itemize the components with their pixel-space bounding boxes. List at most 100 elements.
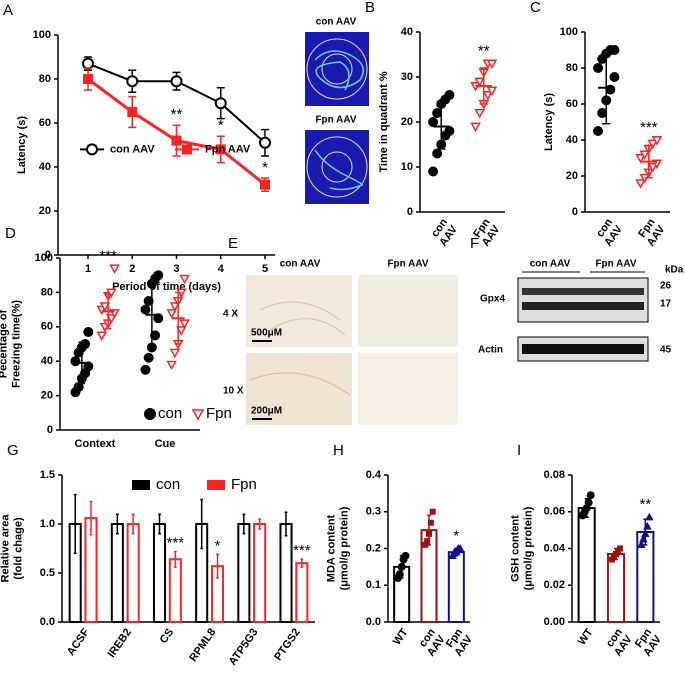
y-tick-label: 0.0 — [40, 616, 55, 628]
y-tick-label: 0.02 — [544, 579, 565, 591]
error-bar — [173, 550, 177, 568]
bar — [110, 523, 124, 623]
significance: ** — [639, 496, 651, 513]
marker — [424, 538, 431, 545]
error-bar — [399, 555, 404, 579]
x-tick-label: 4 — [218, 263, 225, 275]
y-tick-label: 0 — [45, 249, 51, 261]
x-tick-label: 5 — [262, 263, 268, 275]
y-tick-label: 0.06 — [544, 506, 565, 518]
column-label: con AAV — [280, 259, 321, 270]
panel-label: F — [470, 235, 479, 252]
x-tick-label: 3 — [173, 263, 179, 275]
marker — [428, 117, 439, 127]
error-bar — [454, 547, 459, 557]
tissue-texture — [259, 301, 346, 336]
significance: ** — [171, 106, 183, 123]
x-tick-label: PTGS2 — [272, 627, 303, 663]
y-tick-label: 80 — [39, 73, 51, 85]
marker — [144, 408, 156, 420]
maze-image — [305, 32, 369, 106]
maze-title: con AAV — [316, 17, 357, 28]
panel-label: A — [3, 2, 13, 19]
x-tick-label: FpnAAV — [442, 626, 475, 659]
error-bar — [242, 513, 246, 535]
panel-label: G — [7, 442, 19, 459]
marker — [605, 84, 616, 95]
marker — [126, 75, 139, 88]
tissue-texture — [249, 372, 351, 396]
y-axis-label: Latency (s) — [16, 116, 28, 174]
error-bar — [300, 558, 304, 568]
x-tick-label: Context — [75, 438, 116, 450]
significance: *** — [293, 542, 311, 559]
error-bar — [73, 493, 77, 555]
histology-image — [358, 353, 458, 425]
significance: *** — [167, 534, 185, 551]
legend-label: Fpn — [206, 405, 232, 422]
marker — [179, 319, 190, 329]
marker — [651, 136, 663, 146]
error-bar — [427, 514, 431, 546]
y-tick-label: 20 — [566, 170, 578, 182]
y-tick-label: 40 — [401, 26, 413, 38]
y-tick-label: 60 — [566, 98, 578, 110]
significance: * — [218, 117, 224, 134]
marker — [639, 150, 650, 160]
marker — [260, 179, 270, 190]
error-bar — [584, 498, 589, 519]
marker — [470, 122, 481, 133]
marker — [597, 108, 608, 118]
legend-label: con — [156, 476, 180, 493]
panel-label: D — [5, 225, 16, 242]
significance: * — [215, 537, 221, 554]
marker — [486, 86, 498, 97]
y-axis-label: Pecentage ofFreezing time(%) — [0, 300, 22, 388]
y-axis-label-line: Freezing time(%) — [10, 300, 22, 388]
bar — [577, 507, 596, 624]
error-bar — [131, 513, 135, 535]
marker — [593, 126, 604, 136]
y-tick-label: 20 — [39, 205, 51, 217]
y-axis-label-line: Relative area — [0, 514, 11, 583]
x-tick-label: WT — [391, 626, 411, 647]
histology-image — [246, 275, 352, 347]
marker — [143, 296, 154, 306]
panel-label: H — [333, 442, 344, 459]
marker — [432, 148, 443, 159]
marker — [486, 59, 498, 70]
significance: *** — [640, 119, 658, 136]
x-tick-label: FpnAAV — [631, 626, 664, 659]
marker — [166, 309, 177, 319]
marker — [191, 409, 205, 421]
y-axis-label-line: Pecentage of — [0, 309, 9, 378]
blot-band — [522, 344, 644, 354]
bar — [447, 551, 465, 623]
size-label: 26 — [660, 281, 672, 292]
marker — [171, 135, 182, 146]
x-tick-label: WT — [576, 626, 596, 647]
y-tick-label: 0 — [47, 424, 53, 436]
y-tick-label: 80 — [41, 286, 53, 298]
marker — [444, 126, 455, 136]
y-tick-label: 100 — [560, 26, 578, 38]
bar — [253, 523, 267, 623]
blot-image — [517, 277, 649, 323]
marker — [474, 77, 485, 88]
histology-image — [358, 275, 458, 347]
y-tick-label: 20 — [41, 390, 53, 402]
protein-label: Actin — [478, 345, 503, 356]
legend-swatch — [207, 480, 225, 490]
marker — [214, 97, 227, 110]
marker — [474, 109, 485, 119]
marker — [82, 57, 94, 70]
marker — [608, 556, 615, 563]
marker — [83, 326, 94, 337]
marker — [86, 143, 98, 156]
y-axis-label-line: (fold chage) — [12, 517, 24, 580]
error-bar — [613, 547, 619, 561]
error-bar — [258, 518, 262, 530]
y-tick-label: 0.08 — [544, 469, 565, 481]
x-tick-label: RPML8 — [187, 627, 218, 664]
